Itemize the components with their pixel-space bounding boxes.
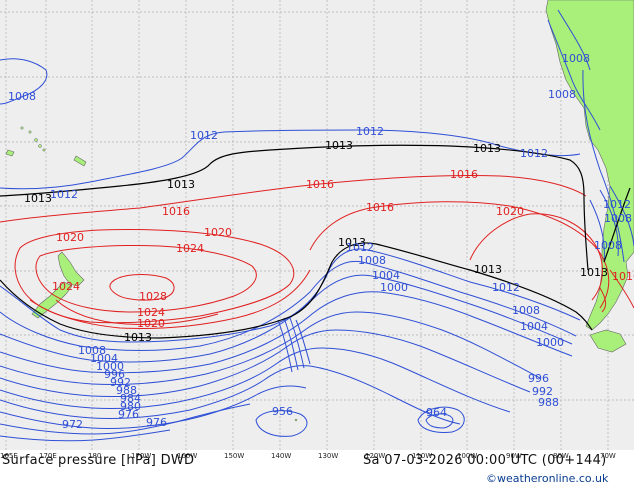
longitude-labels: 165E 170E 180 170W 160W 150W 140W 130W 1… [0,452,616,460]
lon-label: 150W [224,452,244,460]
isobar-label-high: 1016 [450,168,478,181]
isobar-label-normal: 1013 [124,331,152,344]
isobar-label-high: 1016 [162,205,190,218]
lon-label: 140W [271,452,291,460]
isobar-label-low: 1012 [356,125,384,138]
isobar-label-low: 964 [426,406,447,419]
new-caledonia [73,155,87,167]
isobar-label-high: 1016 [306,178,334,191]
isobar-label-high: 1024 [52,280,80,293]
isobar-label-high: 1016 [612,270,634,283]
isobar-label-normal: 1013 [474,263,502,276]
land [5,0,634,353]
isobar-label-normal: 1013 [24,192,52,205]
isobar-label-high: 1028 [139,290,167,303]
lon-label: 120W [365,452,385,460]
isobar-label-high: 1024 [176,242,204,255]
isobar-label-low: 1008 [548,88,576,101]
isobar-label-low: 1012 [603,198,631,211]
fiji [5,149,15,157]
isobar-label-low: 1004 [90,352,118,365]
isobar-label-high: 1020 [56,231,84,244]
isobar-label-high: 1020 [137,317,165,330]
lon-label: 100W [457,452,477,460]
isobar-label-low: 988 [116,384,137,397]
lon-label: 160W [177,452,197,460]
isobar-label-low: 1000 [96,360,124,373]
isobar-label-low: 1008 [78,344,106,357]
isobar-label-high: 1020 [496,205,524,218]
graticule [0,0,634,450]
isobar-label-low: 1012 [190,129,218,142]
isobar-label-low: 1000 [380,281,408,294]
isobar-label-low: 1008 [604,212,632,225]
lon-label: 70W [600,452,616,460]
isobar-label-high: 1016 [366,201,394,214]
isobar-label-low: 1008 [8,90,36,103]
isobar-label-low: 976 [118,408,139,421]
isobars-normal [0,144,631,339]
isobar-label-low: 1008 [512,304,540,317]
isobar-label-normal: 1013 [167,178,195,191]
lon-label: 80W [553,452,569,460]
lon-label: 130W [318,452,338,460]
isobar-label-low: 1012 [520,147,548,160]
isobar-label-low: 992 [532,385,553,398]
isobar-label-low: 1004 [372,269,400,282]
lon-label: 90W [506,452,522,460]
isobar-label-low: 1008 [358,254,386,267]
nz-north-island [57,251,85,287]
isobar-label-low: 1008 [562,52,590,65]
isobar-label-low: 1012 [346,241,374,254]
isobar-label-low: 992 [110,376,131,389]
lon-label: 110W [412,452,432,460]
isobar-label-normal: 1013 [325,139,353,152]
nz-south-island [31,281,73,319]
isobar-label-low: 976 [146,416,167,429]
isobar-label-low: 980 [120,400,141,413]
isobar-label-normal: 1013 [473,142,501,155]
islands [20,126,298,422]
lon-label: 170E [39,452,57,460]
isobar-label-low: 1000 [536,336,564,349]
isobar-label-normal: 1013 [580,266,608,279]
isobar-label-high: 1020 [204,226,232,239]
site-credit-link[interactable]: ©weatheronline.co.uk [486,472,609,485]
ocean-background [0,0,634,450]
lon-label: 180 [88,452,101,460]
isobar-label-high: 1024 [137,306,165,319]
isobar-label-low: 996 [104,368,125,381]
isobar-label-low: 956 [272,405,293,418]
south-america [545,0,634,331]
isobars-high [0,174,634,330]
isobar-label-low: 996 [528,372,549,385]
isobar-label-low: 1008 [594,239,622,252]
lon-label: 165E [0,452,18,460]
isobar-label-low: 984 [120,392,141,405]
tierra-del-fuego [589,329,627,353]
isobar-label-low: 1012 [492,281,520,294]
isobar-label-normal: 1013 [338,236,366,249]
map-title: Surface pressure [hPa] DWD [2,453,195,468]
isobar-labels: 1013 1013 1013 1013 1013 1013 1013 1013 … [8,52,634,431]
valid-time: Sa 07-03-2026 00:00 UTC (00+144) [363,453,607,468]
isobar-label-low: 972 [62,418,83,431]
isobar-label-low: 1012 [50,188,78,201]
isobar-label-low: 988 [538,396,559,409]
lon-label: 170W [131,452,151,460]
isobar-label-low: 1004 [520,320,548,333]
